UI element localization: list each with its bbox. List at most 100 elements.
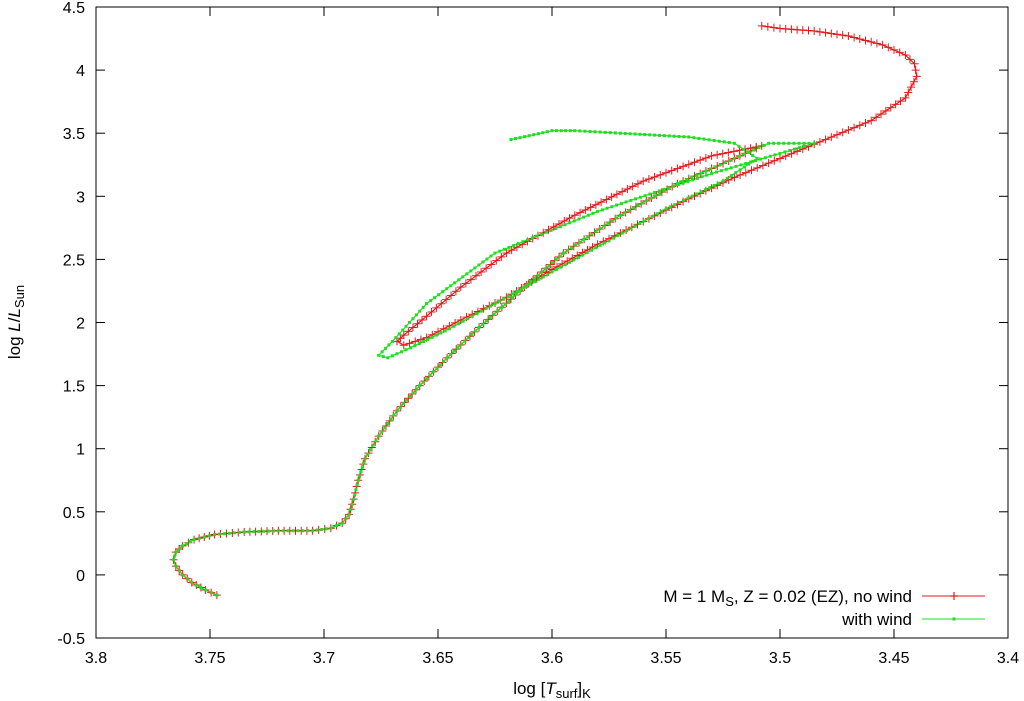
data-point [192,538,196,542]
data-point [199,586,203,590]
data-point [577,217,581,221]
data-point [623,131,627,135]
data-point [429,299,433,303]
data-point [614,216,618,220]
data-point [891,100,900,109]
data-point [576,208,585,217]
data-point [807,143,811,147]
data-point [636,204,640,208]
data-point [662,189,666,193]
data-point [586,213,590,217]
data-point [713,150,722,159]
data-point [426,337,430,341]
data-point [772,141,776,145]
y-tick-label: 2 [76,316,85,333]
data-point [910,59,919,68]
data-point [465,272,469,276]
data-point [793,147,802,156]
data-point [712,138,716,142]
data-point [600,208,604,212]
data-point [536,273,540,277]
data-point [649,196,653,200]
data-point [787,141,791,145]
data-point [516,242,520,246]
data-point [624,200,628,204]
data-point [456,346,460,350]
data-point [643,194,647,198]
data-point [697,136,701,140]
data-point [704,169,708,173]
data-point [707,138,711,142]
x-tick-label: 3.5 [769,650,791,667]
data-point [598,243,602,247]
data-point [521,240,525,244]
data-point [515,289,519,293]
data-point [523,135,527,139]
data-point [751,153,755,157]
data-point [742,152,746,156]
data-point [645,199,649,203]
data-point [581,205,590,214]
data-point [359,470,363,474]
data-point [404,348,408,352]
data-point [439,331,443,335]
x-tick-label: 3.65 [422,650,453,667]
data-point [793,147,797,151]
data-point [690,175,694,179]
data-point [591,200,600,209]
data-point [174,564,178,568]
data-point [544,230,548,234]
data-point [724,148,733,157]
data-point [758,157,762,161]
data-point [695,176,699,180]
data-point [554,257,558,261]
data-point [758,161,767,170]
data-point [821,135,830,144]
data-point [481,260,485,264]
data-point [590,232,594,236]
data-point [522,286,526,290]
data-point [386,356,390,360]
data-point [610,219,614,223]
data-point [360,465,364,469]
data-point [386,421,390,425]
data-point [741,168,750,177]
data-point [222,532,226,536]
data-point [634,197,638,201]
data-point [485,319,489,323]
legend-marker-no-wind [950,592,958,600]
data-point [461,319,465,323]
data-point [709,167,713,171]
data-point [700,175,704,179]
data-point [867,116,876,125]
data-point [615,203,619,207]
data-point [218,532,221,536]
data-point [568,260,572,264]
data-point [398,405,402,409]
data-point [482,264,491,273]
data-point [797,141,801,145]
data-point [667,166,676,175]
data-point [872,113,881,122]
data-point [315,528,319,532]
data-point [583,129,587,133]
data-point [588,130,592,134]
data-point [643,133,647,137]
data-point [453,281,457,285]
data-point [518,289,522,293]
axis-ticks [95,6,1009,639]
data-point [215,593,219,597]
data-point [673,203,677,207]
data-point [686,196,690,200]
data-point [528,282,532,286]
data-point [792,141,796,145]
series-line-1 [172,130,815,596]
data-point [532,280,536,284]
data-point [608,131,612,135]
data-point [620,231,624,235]
data-point [653,194,657,198]
data-point [545,130,549,134]
data-point [660,209,664,213]
data-point [742,147,746,151]
